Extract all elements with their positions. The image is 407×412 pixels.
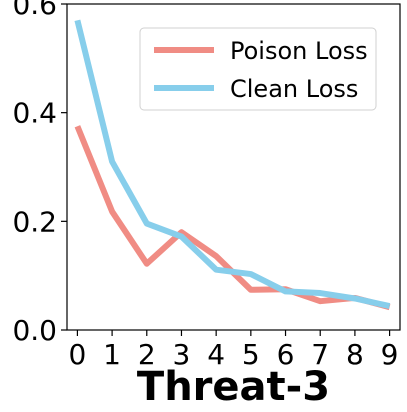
legend-label: Clean Loss	[230, 75, 358, 103]
y-axis-ticks: 0.0 0.2 0.4 0.6	[12, 0, 67, 347]
legend: Poison Loss Clean Loss	[139, 27, 377, 111]
x-axis-label: Threat-3	[137, 364, 330, 410]
x-tick-label: 7	[311, 338, 329, 371]
x-tick-label: 8	[346, 338, 364, 371]
y-tick-label: 0.6	[12, 0, 57, 21]
x-tick-label: 0	[68, 338, 86, 371]
x-tick-label: 1	[103, 338, 121, 371]
series-lines	[74, 19, 391, 311]
y-tick-label: 0.2	[12, 205, 57, 238]
x-tick-label: 5	[242, 338, 260, 371]
y-tick-label: 0.4	[12, 97, 57, 130]
legend-label: Poison Loss	[230, 37, 368, 65]
series-line-clean-loss	[74, 19, 391, 310]
series-line-poison-loss	[74, 125, 391, 311]
x-tick-label: 4	[207, 338, 225, 371]
y-tick-label: 0.0	[12, 314, 57, 347]
x-tick-label: 6	[277, 338, 295, 371]
x-tick-label: 9	[381, 338, 399, 371]
plot-frame	[66, 3, 401, 331]
x-tick-label: 2	[138, 338, 156, 371]
x-tick-label: 3	[173, 338, 191, 371]
